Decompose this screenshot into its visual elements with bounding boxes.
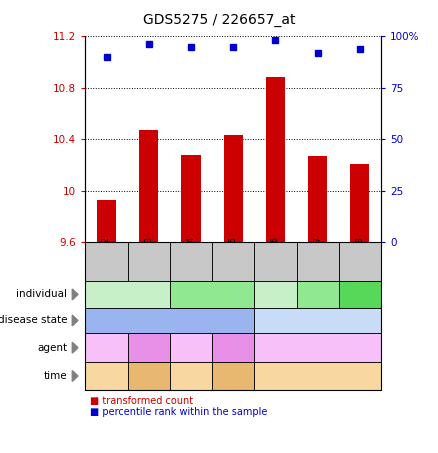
Bar xyxy=(266,77,285,242)
Text: week 0: week 0 xyxy=(90,371,123,381)
Text: ruxolini
tib: ruxolini tib xyxy=(132,338,166,357)
Bar xyxy=(139,130,158,242)
Text: disease state: disease state xyxy=(0,315,67,326)
Text: week 12: week 12 xyxy=(214,371,252,381)
Text: alopecia areata: alopecia areata xyxy=(130,315,210,326)
Text: week 0: week 0 xyxy=(301,371,334,381)
Polygon shape xyxy=(72,289,78,300)
Text: control
subject 2: control subject 2 xyxy=(297,285,339,304)
Bar xyxy=(85,362,127,390)
Bar xyxy=(339,242,381,281)
Text: week 0: week 0 xyxy=(175,371,207,381)
Text: week 12: week 12 xyxy=(130,371,168,381)
Bar xyxy=(127,362,170,390)
Polygon shape xyxy=(72,315,78,326)
Text: individual: individual xyxy=(16,289,67,299)
Bar xyxy=(85,308,254,333)
Text: GSM1414317: GSM1414317 xyxy=(313,236,322,287)
Bar xyxy=(170,333,212,362)
Text: untreated
ed: untreated ed xyxy=(84,338,129,357)
Text: agent: agent xyxy=(37,342,67,353)
Text: ■ percentile rank within the sample: ■ percentile rank within the sample xyxy=(90,407,267,417)
Bar xyxy=(212,242,254,281)
Bar xyxy=(308,156,327,242)
Text: ■ transformed count: ■ transformed count xyxy=(90,396,193,406)
Text: ruxolini
tib: ruxolini tib xyxy=(216,338,250,357)
Bar xyxy=(254,362,381,390)
Bar xyxy=(350,164,369,242)
Bar xyxy=(339,281,381,308)
Bar xyxy=(97,200,116,242)
Bar xyxy=(224,135,243,242)
Text: untreated: untreated xyxy=(295,343,340,352)
Bar xyxy=(170,281,254,308)
Text: GSM1414318: GSM1414318 xyxy=(356,236,364,287)
Text: untreated
ed: untreated ed xyxy=(169,338,213,357)
Bar xyxy=(85,281,170,308)
Text: GSM1414314: GSM1414314 xyxy=(187,236,195,287)
Text: time: time xyxy=(43,371,67,381)
Bar xyxy=(212,362,254,390)
Bar xyxy=(212,333,254,362)
Bar xyxy=(127,333,170,362)
Bar xyxy=(170,242,212,281)
Text: patient 1: patient 1 xyxy=(107,290,148,299)
Text: GSM1414312: GSM1414312 xyxy=(102,236,111,287)
Text: control
subject 3: control subject 3 xyxy=(339,285,381,304)
Bar xyxy=(297,281,339,308)
Bar xyxy=(181,155,201,242)
Bar xyxy=(254,308,381,333)
Bar xyxy=(170,362,212,390)
Bar xyxy=(85,242,127,281)
Polygon shape xyxy=(72,342,78,353)
Bar xyxy=(254,281,297,308)
Text: control
subject 1: control subject 1 xyxy=(254,285,296,304)
Text: GSM1414316: GSM1414316 xyxy=(271,236,280,287)
Polygon shape xyxy=(72,371,78,381)
Text: normal: normal xyxy=(299,315,336,326)
Bar xyxy=(254,242,297,281)
Bar xyxy=(297,242,339,281)
Bar xyxy=(85,333,127,362)
Text: patient 2: patient 2 xyxy=(191,290,233,299)
Text: GDS5275 / 226657_at: GDS5275 / 226657_at xyxy=(143,14,295,27)
Text: GSM1414313: GSM1414313 xyxy=(144,236,153,287)
Bar xyxy=(254,333,381,362)
Bar xyxy=(127,242,170,281)
Text: GSM1414315: GSM1414315 xyxy=(229,236,238,287)
Bar xyxy=(85,242,381,390)
